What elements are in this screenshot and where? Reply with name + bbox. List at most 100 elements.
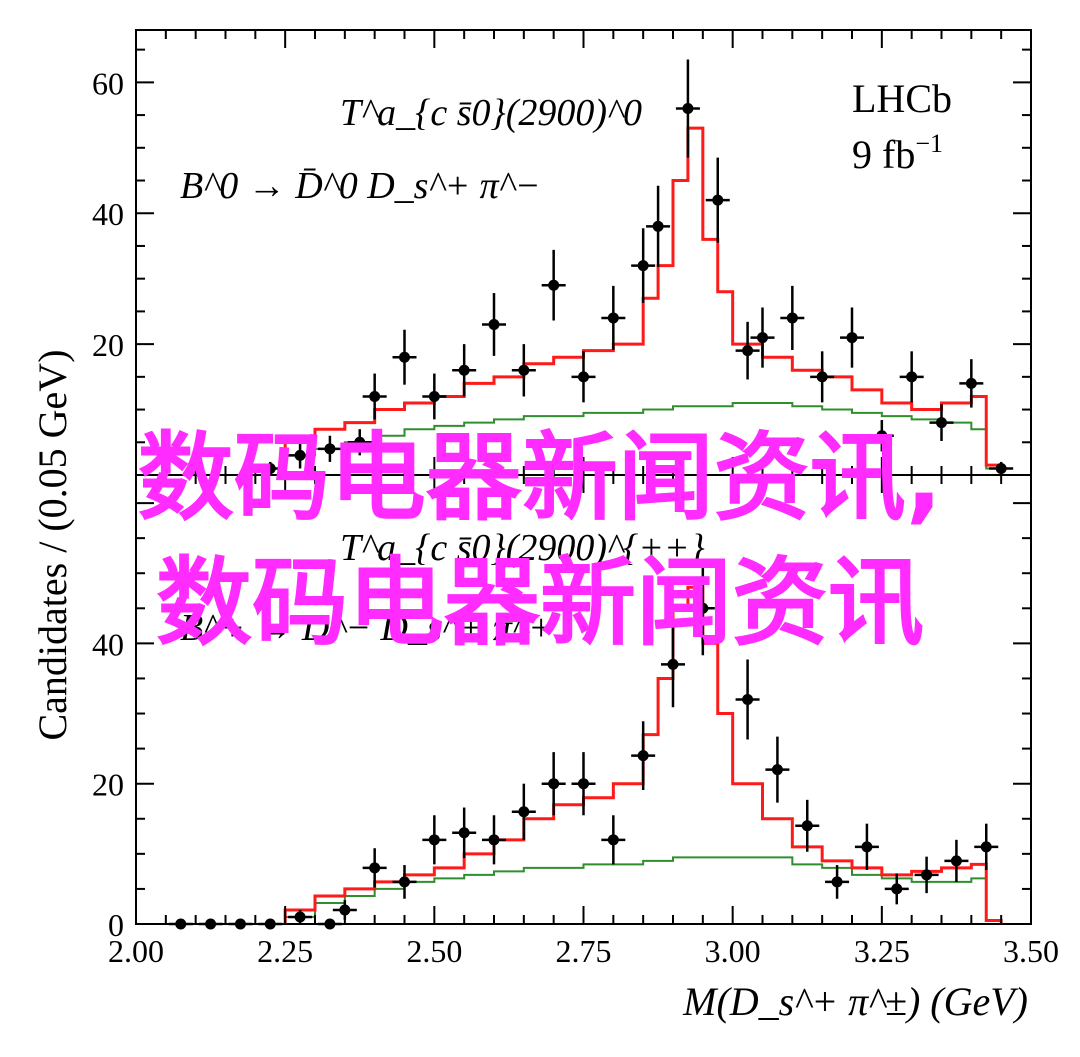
data-marker bbox=[742, 345, 754, 357]
x-tick-label: 2.25 bbox=[257, 933, 313, 969]
data-marker bbox=[205, 918, 217, 930]
data-marker bbox=[667, 658, 679, 670]
data-marker bbox=[354, 436, 366, 448]
top-data-point bbox=[362, 373, 387, 420]
x-tick-label: 2.50 bbox=[406, 933, 462, 969]
overlay-text-line2: 数码电器新闻资讯 bbox=[156, 547, 924, 659]
top-data-point bbox=[810, 351, 835, 403]
data-marker bbox=[548, 778, 560, 790]
top-component-fit-line bbox=[284, 402, 1003, 475]
x-tick-label: 3.00 bbox=[705, 933, 761, 969]
top-data-point bbox=[631, 228, 656, 303]
data-marker bbox=[548, 279, 560, 291]
y-tick-label: 0 bbox=[108, 907, 124, 943]
data-marker bbox=[846, 332, 858, 344]
bottom-data-point bbox=[914, 856, 939, 894]
data-marker bbox=[324, 918, 336, 930]
top-data-point bbox=[511, 344, 536, 397]
data-marker bbox=[428, 390, 440, 402]
data-marker bbox=[234, 918, 246, 930]
bottom-data-point bbox=[795, 799, 820, 852]
bottom-data-point bbox=[511, 783, 536, 840]
data-marker bbox=[369, 390, 381, 402]
top-panel: 20 40 60 T^a_{c s̄0}(2900)^0 B^0 → D̄^0 D_… bbox=[92, 29, 1032, 476]
top-data-points bbox=[258, 59, 1014, 475]
experiment-label: LHCb bbox=[852, 76, 952, 121]
data-marker bbox=[607, 312, 619, 324]
bottom-data-point bbox=[631, 721, 656, 791]
bottom-data-points bbox=[168, 561, 999, 930]
data-marker bbox=[980, 841, 992, 853]
top-data-point bbox=[705, 157, 730, 243]
y-tick-label: 40 bbox=[92, 196, 124, 232]
top-data-point bbox=[541, 249, 566, 321]
x-tick-label: 2.00 bbox=[108, 933, 164, 969]
bottom-data-point bbox=[690, 561, 715, 656]
top-data-point bbox=[347, 429, 372, 456]
data-marker bbox=[936, 417, 947, 429]
top-data-point bbox=[735, 321, 760, 380]
bottom-title-line1: T^a_{c s̄0}(2900)^{++} bbox=[340, 527, 705, 569]
data-marker bbox=[712, 194, 724, 206]
data-marker bbox=[488, 834, 500, 846]
data-marker bbox=[399, 351, 410, 363]
bottom-data-point bbox=[258, 918, 283, 930]
overlay-text-line1: 数码电器新闻资讯, bbox=[137, 422, 943, 534]
bottom-ticks: 0 20 40 2.00 2.25 2.50 2.75 3.00 3.25 3.50 bbox=[92, 475, 1059, 969]
data-marker bbox=[518, 364, 530, 376]
bottom-data-point bbox=[825, 865, 850, 899]
top-data-point bbox=[452, 344, 477, 397]
top-data-point bbox=[571, 351, 596, 403]
bottom-title-line2: B^+ → D^− D_s^+ π^+ bbox=[180, 607, 554, 649]
bottom-data-point bbox=[362, 848, 387, 888]
data-marker bbox=[294, 449, 306, 461]
data-marker bbox=[906, 371, 918, 383]
top-data-point bbox=[899, 351, 924, 403]
data-marker bbox=[518, 806, 530, 818]
top-data-point bbox=[422, 373, 447, 420]
bottom-data-point bbox=[332, 900, 357, 920]
bottom-data-point bbox=[661, 621, 685, 708]
bottom-data-point bbox=[317, 918, 342, 930]
x-tick-label: 2.75 bbox=[556, 933, 612, 969]
bottom-data-point bbox=[482, 815, 506, 865]
data-marker bbox=[965, 377, 977, 389]
data-marker bbox=[876, 430, 888, 442]
y-tick-label: 20 bbox=[92, 327, 124, 363]
top-title-line1: T^a_{c s̄0}(2900)^0 bbox=[340, 92, 642, 134]
top-ticks: 20 40 60 bbox=[92, 30, 1032, 476]
data-marker bbox=[264, 462, 276, 474]
data-marker bbox=[578, 778, 589, 790]
bottom-data-point bbox=[974, 823, 999, 870]
y-tick-label: 20 bbox=[92, 767, 124, 803]
data-marker bbox=[175, 918, 187, 930]
bottom-data-point bbox=[168, 918, 193, 930]
bottom-component-fit-line bbox=[284, 856, 1003, 924]
data-marker bbox=[697, 602, 709, 614]
bottom-data-point bbox=[228, 918, 253, 930]
data-marker bbox=[652, 220, 664, 232]
y-tick-label: 40 bbox=[92, 626, 124, 662]
top-data-point bbox=[750, 307, 775, 368]
data-marker bbox=[786, 312, 798, 324]
data-marker bbox=[682, 103, 694, 115]
data-marker bbox=[458, 827, 470, 839]
top-title-line2: B^0 → D̄^0 D_s^+ π^− bbox=[180, 165, 540, 207]
top-data-point bbox=[258, 461, 283, 475]
data-marker bbox=[801, 820, 813, 832]
top-data-point bbox=[959, 359, 984, 408]
top-data-point bbox=[317, 435, 342, 462]
bottom-data-point bbox=[735, 659, 760, 740]
top-data-point bbox=[482, 293, 506, 356]
bottom-panel: 0 20 40 2.00 2.25 2.50 2.75 3.00 3.25 3.50 T^a_{c… bbox=[92, 474, 1059, 969]
data-marker bbox=[369, 862, 381, 874]
top-data-point bbox=[601, 285, 626, 351]
data-marker bbox=[637, 260, 649, 272]
bottom-data-point bbox=[571, 752, 596, 816]
data-marker bbox=[324, 443, 336, 455]
bottom-data-point bbox=[422, 815, 447, 865]
top-data-point bbox=[780, 285, 805, 351]
x-tick-label: 3.25 bbox=[854, 933, 910, 969]
data-marker bbox=[861, 841, 873, 853]
